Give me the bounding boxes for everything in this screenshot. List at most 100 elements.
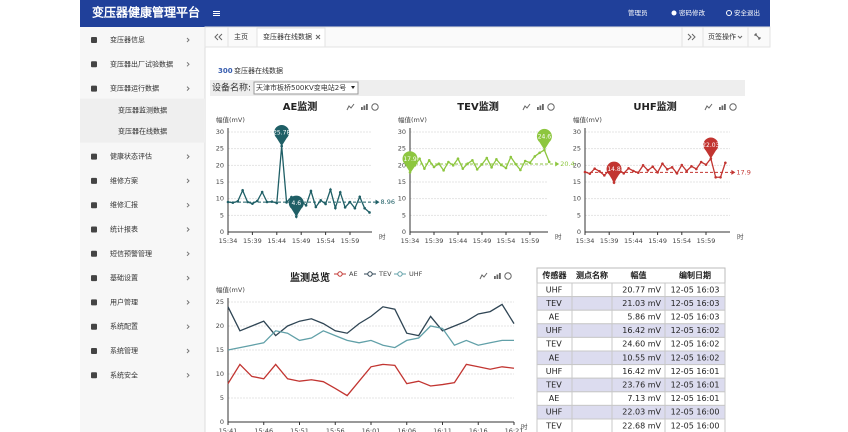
pin-label: 4.6 xyxy=(292,200,302,207)
cell-sensor: AE xyxy=(549,353,560,362)
data-point xyxy=(490,166,493,169)
menu-item[interactable]: 系统安全 xyxy=(110,370,138,379)
series-line xyxy=(227,303,515,337)
tool-line[interactable] xyxy=(704,103,713,111)
tab-active[interactable] xyxy=(256,27,326,48)
tool-bar[interactable] xyxy=(499,273,501,279)
tool-line[interactable] xyxy=(479,272,488,280)
y-tick-label: 20 xyxy=(216,161,224,169)
data-point xyxy=(685,169,688,173)
user-name[interactable]: 管理员 xyxy=(628,8,648,17)
content-title-num: 300 xyxy=(218,67,233,75)
menu-chevron xyxy=(186,251,190,257)
y-tick-label: 20 xyxy=(573,161,581,169)
tab-ops[interactable]: 页签操作 xyxy=(708,32,736,41)
device-select[interactable] xyxy=(253,81,359,95)
menu-item[interactable]: 系统配置 xyxy=(110,322,138,331)
menu-item[interactable]: 统计报表 xyxy=(110,225,138,234)
pin xyxy=(606,161,622,183)
menu-item[interactable]: 维修汇报 xyxy=(110,200,138,209)
data-point xyxy=(353,206,357,210)
tool-bar[interactable] xyxy=(539,105,542,111)
tool-refresh[interactable] xyxy=(504,272,512,280)
x-tick-label: 15:39 xyxy=(425,237,444,245)
tool-bar[interactable] xyxy=(366,104,368,110)
y-tick-label: 15 xyxy=(216,346,224,354)
mean-arrow xyxy=(555,161,560,167)
select-caret xyxy=(351,86,355,89)
x-tick-label: 15:49 xyxy=(473,237,492,245)
menu-icon xyxy=(91,226,97,233)
menu-item[interactable]: 维修方案 xyxy=(110,176,138,185)
tool-line[interactable] xyxy=(522,103,531,111)
cell-sensor: TEV xyxy=(545,421,562,430)
submenu-item[interactable]: 变压器在线数据 xyxy=(118,127,167,136)
x-tick-label: 15:59 xyxy=(697,237,716,245)
cell-value: 23.76 mV xyxy=(622,381,661,390)
cell-sensor: TEV xyxy=(545,381,562,390)
cell-date: 12-05 16:02 xyxy=(671,326,720,335)
menu-item[interactable]: 系统管理 xyxy=(110,346,138,355)
x-tick-label: 15:34 xyxy=(219,237,238,245)
data-point xyxy=(695,167,698,171)
tab-close[interactable] xyxy=(315,34,321,40)
tool-bar[interactable] xyxy=(363,105,366,111)
menu-chevron xyxy=(186,372,190,378)
cell-date: 12-05 16:03 xyxy=(671,285,720,294)
menu-item[interactable]: 用户管理 xyxy=(110,297,138,306)
tool-bar[interactable] xyxy=(496,274,499,280)
tool-bar[interactable] xyxy=(537,107,539,110)
device-label: 设备名称: xyxy=(212,82,251,94)
menu-item[interactable]: 基础设置 xyxy=(110,273,138,282)
cell-date: 12-05 16:00 xyxy=(671,421,720,430)
data-point xyxy=(495,158,498,161)
menu-item[interactable]: 健康状态评估 xyxy=(110,152,152,161)
data-point xyxy=(447,160,450,164)
tool-bar[interactable] xyxy=(542,104,544,110)
menu-item[interactable]: 短信预警管理 xyxy=(110,249,152,258)
menu-chevron xyxy=(186,202,190,208)
data-point xyxy=(456,157,460,160)
menu-item[interactable]: 变压器运行数据 xyxy=(110,84,159,93)
legend-label[interactable]: AE xyxy=(349,270,358,278)
table-header: 幅值 xyxy=(631,270,647,280)
tool-refresh[interactable] xyxy=(371,103,379,111)
menu-chevron xyxy=(186,300,190,305)
tool-refresh[interactable] xyxy=(729,103,737,111)
change-password[interactable]: 密码修改 xyxy=(679,8,706,17)
tab-next[interactable] xyxy=(687,33,696,41)
cell-date: 12-05 16:00 xyxy=(671,408,720,417)
data-point xyxy=(519,168,522,172)
cell-date: 12-05 16:02 xyxy=(671,353,720,362)
content-title: 变压器在线数据 xyxy=(234,66,283,75)
top-bar xyxy=(80,0,770,27)
menu-chevron xyxy=(186,348,190,354)
data-point xyxy=(641,164,645,167)
cell-date: 12-05 16:01 xyxy=(671,367,720,376)
menu-item[interactable]: 变压器出厂试验数据 xyxy=(110,59,173,68)
x-tick-label: 15:51 xyxy=(290,427,309,432)
data-point xyxy=(471,159,474,162)
tab-home[interactable]: 主页 xyxy=(234,32,248,41)
submenu-item[interactable]: 变压器监测数据 xyxy=(118,106,167,115)
tab-prev[interactable] xyxy=(214,33,223,41)
menu-item[interactable]: 变压器信息 xyxy=(110,35,145,44)
y-tick-label: 25 xyxy=(216,298,224,306)
legend-label[interactable]: TEV xyxy=(378,270,392,278)
logout[interactable]: 安全退出 xyxy=(734,8,760,17)
tool-refresh[interactable] xyxy=(547,103,555,111)
tool-bar[interactable] xyxy=(719,107,721,110)
tool-bar[interactable] xyxy=(361,107,363,110)
menu-icon[interactable] xyxy=(213,11,220,12)
legend-label[interactable]: UHF xyxy=(409,270,423,278)
fullscreen[interactable] xyxy=(754,33,761,40)
tool-bar[interactable] xyxy=(494,276,496,279)
tool-bar[interactable] xyxy=(724,104,726,110)
data-point xyxy=(241,189,244,192)
tab-active-label: 变压器在线数据 xyxy=(263,32,312,41)
tool-line[interactable] xyxy=(346,103,355,111)
data-point xyxy=(699,160,703,164)
tool-bar[interactable] xyxy=(721,105,724,111)
menu-icon xyxy=(91,372,97,379)
menu-icon xyxy=(91,250,97,257)
